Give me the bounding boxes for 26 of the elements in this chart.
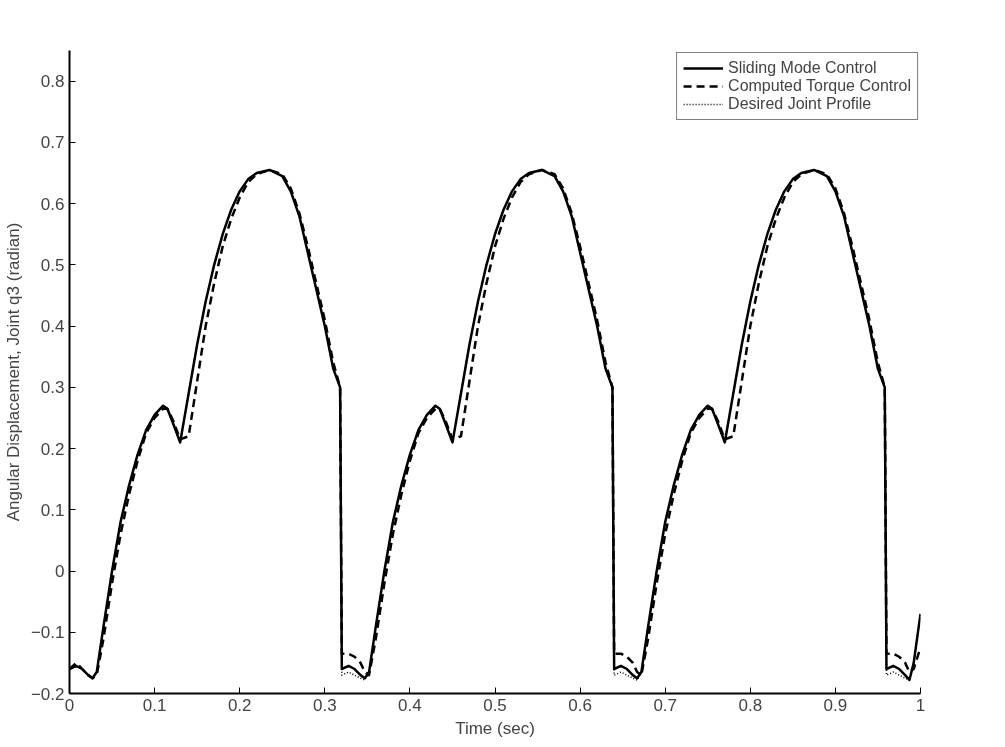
x-tick-label: 0.7 [653, 695, 678, 715]
x-tick-label: 0.2 [227, 695, 252, 715]
y-tick-label: 0.5 [40, 255, 65, 275]
y-tick-label: 0.6 [40, 194, 65, 214]
x-tick-label: 0.9 [823, 695, 848, 715]
y-tick-label: 0.4 [40, 317, 65, 337]
x-tick-label: 0.8 [738, 695, 763, 715]
x-tick-label: 0.3 [312, 695, 337, 715]
legend-label: Desired Joint Profile [728, 95, 872, 113]
y-tick-label: −0.1 [30, 623, 65, 643]
y-tick-label: 0.1 [40, 500, 65, 520]
x-tick-label: 0.5 [483, 695, 507, 715]
x-tick-label: 0.6 [568, 695, 592, 715]
y-axis-title: Angular Displacement, Joint q3 (radian) [3, 222, 23, 522]
y-tick-label: −0.2 [30, 684, 65, 704]
legend-label: Sliding Mode Control [728, 59, 877, 77]
y-tick-label: 0.8 [40, 72, 65, 92]
y-tick-label: 0.2 [40, 439, 65, 459]
x-tick-label: 0.4 [398, 695, 422, 715]
y-tick-label: 0.3 [40, 378, 65, 398]
x-tick-label: 0.1 [142, 695, 167, 715]
x-tick-label: 1 [915, 695, 926, 715]
legend-label: Computed Torque Control [728, 77, 911, 95]
x-axis-title: Time (sec) [455, 718, 535, 738]
y-tick-label: 0 [55, 562, 65, 582]
y-tick-label: 0.7 [40, 133, 65, 153]
